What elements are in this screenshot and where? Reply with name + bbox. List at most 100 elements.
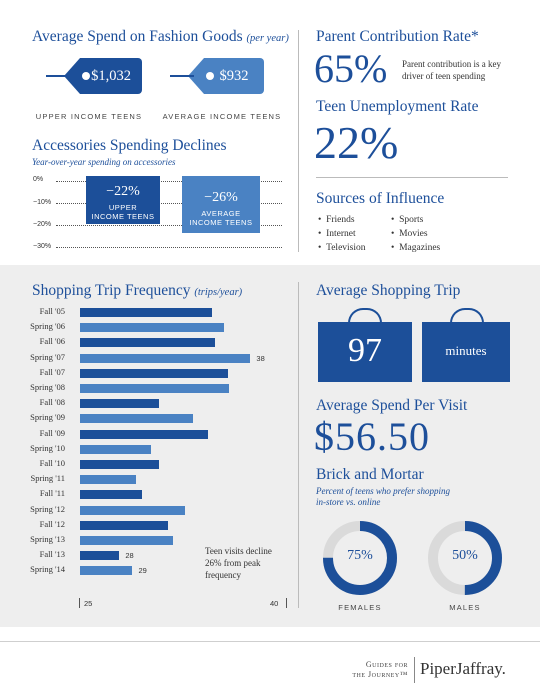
influence-item-text: Magazines [399, 243, 441, 253]
tag-string [170, 75, 194, 77]
trips-title-note: (trips/year) [194, 287, 243, 298]
bag-handle [348, 308, 382, 336]
males-value: 50% [452, 548, 478, 563]
acc-gridline [56, 181, 282, 182]
influence-item: • Magazines [391, 243, 441, 253]
bar-data-label: 29 [138, 566, 147, 576]
tag-hole [82, 72, 90, 80]
trips-title-text: Shopping Trip Frequency [32, 282, 191, 299]
bar-data-label: 28 [125, 551, 134, 561]
acc-upper-value: −22% [106, 184, 140, 199]
acc-tick-30: −30% [33, 243, 52, 250]
trip-bar [80, 338, 216, 348]
trip-frequency-chart: Fall '05 Spring '06 Fall '06 Spring '07 38 Fa… [0, 0, 300, 627]
influence-item: • Internet [318, 229, 356, 239]
acc-average-label: AVERAGE [201, 209, 241, 218]
upper-price-tag: $1,032 [46, 58, 142, 94]
brick-subtitle-line: Percent of teens who prefer shopping [316, 486, 451, 496]
bag-handle [450, 308, 484, 336]
avg-trip-title: Average Shopping Trip [316, 282, 461, 299]
annotation-line: frequency [205, 570, 241, 580]
unemployment-value: 22% [314, 117, 399, 168]
trip-bar [80, 520, 168, 530]
bar-category-label: Spring '14 [30, 564, 65, 575]
axis-min-label: 25 [84, 599, 93, 608]
trip-bar [80, 475, 137, 485]
parent-note-line: Parent contribution is a key [402, 59, 501, 69]
trip-bar [80, 566, 133, 576]
upper-spend-label: UPPER INCOME TEENS [35, 112, 143, 121]
trip-bar [80, 384, 230, 393]
acc-bar-average: −26% AVERAGE INCOME TEENS [182, 176, 260, 234]
trip-bar [80, 429, 209, 439]
brand-logo: PiperJaffray. [420, 659, 506, 678]
trips-annotation: Teen visits decline 26% from peak freque… [205, 545, 272, 581]
influence-list-1: • Friends • Internet • Television [318, 213, 366, 255]
bar-category-label: Spring '10 [30, 442, 65, 453]
donut-arc-males [428, 521, 502, 595]
avg-spend-value: $56.50 [314, 414, 430, 459]
bar-category-label: Spring '06 [30, 321, 65, 332]
tag-hole [206, 72, 214, 80]
avg-spend-title: Average Spend Per Visit [316, 397, 468, 414]
bar-category-label: Spring '09 [30, 412, 65, 423]
females-value: 75% [347, 548, 373, 563]
section-divider [316, 177, 508, 178]
upper-spend-value: $1,032 [91, 68, 131, 84]
average-price-tag: $932 [170, 58, 264, 94]
parent-note: Parent contribution is a key driver of t… [402, 58, 501, 82]
average-spend-value: $932 [219, 68, 249, 84]
influence-item-text: Friends [326, 215, 355, 225]
influence-item: • Sports [391, 215, 424, 225]
guides-line: the Journey™ [352, 670, 408, 679]
trips-title: Shopping Trip Frequency (trips/year) [32, 282, 242, 300]
trip-bar [80, 399, 159, 409]
parent-note-line: driver of teen spending [402, 71, 486, 81]
bar-category-label: Fall '13 [39, 549, 65, 560]
column-divider [298, 30, 299, 252]
trip-bar [80, 323, 225, 333]
influence-item: • Television [318, 243, 366, 253]
influence-item-text: Movies [399, 229, 428, 239]
acc-gridline [56, 225, 282, 226]
shopping-bag-right: minutes [422, 308, 510, 382]
influence-item: • Movies [391, 229, 428, 239]
spend-title-note: (per year) [246, 33, 289, 44]
tag-string [46, 75, 70, 77]
trip-bar [80, 353, 251, 363]
guides-line: Guides for [365, 660, 408, 669]
tag-point [188, 58, 204, 94]
trip-bar [80, 414, 193, 424]
trip-bar [80, 460, 159, 469]
spend-title-text: Average Spend on Fashion Goods [32, 28, 243, 45]
bar-category-label: Spring '13 [30, 534, 65, 544]
bar-category-label: Fall '10 [39, 458, 65, 468]
avg-trip-unit: minutes [445, 343, 487, 358]
acc-tick-10: −10% [33, 199, 52, 206]
brick-donuts [323, 521, 502, 595]
bar-category-label: Fall '09 [39, 427, 65, 438]
influence-item-text: Television [326, 243, 366, 253]
bar-category-label: Fall '07 [39, 366, 65, 377]
influence-item-text: Sports [399, 215, 424, 225]
trip-bar [80, 505, 185, 515]
footer-divider [0, 641, 540, 642]
acc-average-value: −26% [204, 190, 238, 205]
donut-females [323, 521, 397, 595]
females-label: FEMALES [338, 603, 382, 612]
avg-trip-value: 97 [348, 332, 382, 369]
influence-list-2: • Sports • Movies • Magazines [391, 213, 440, 255]
annotation-line: 26% from peak [205, 558, 261, 568]
donut-males [428, 521, 502, 595]
tag-point [64, 58, 80, 94]
bar-category-label: Spring '07 [30, 351, 65, 362]
bar-category-label: Fall '12 [39, 518, 65, 529]
trip-bar [80, 444, 151, 454]
acc-upper-label: INCOME TEENS [91, 212, 155, 221]
trip-bar [80, 368, 229, 378]
males-label: MALES [449, 603, 481, 612]
bar-category-label: Fall '08 [39, 397, 65, 408]
bar-category-label: Fall '11 [39, 488, 65, 499]
brick-subtitle-line: in-store vs. online [316, 497, 381, 507]
parent-value: 65% [314, 46, 388, 91]
